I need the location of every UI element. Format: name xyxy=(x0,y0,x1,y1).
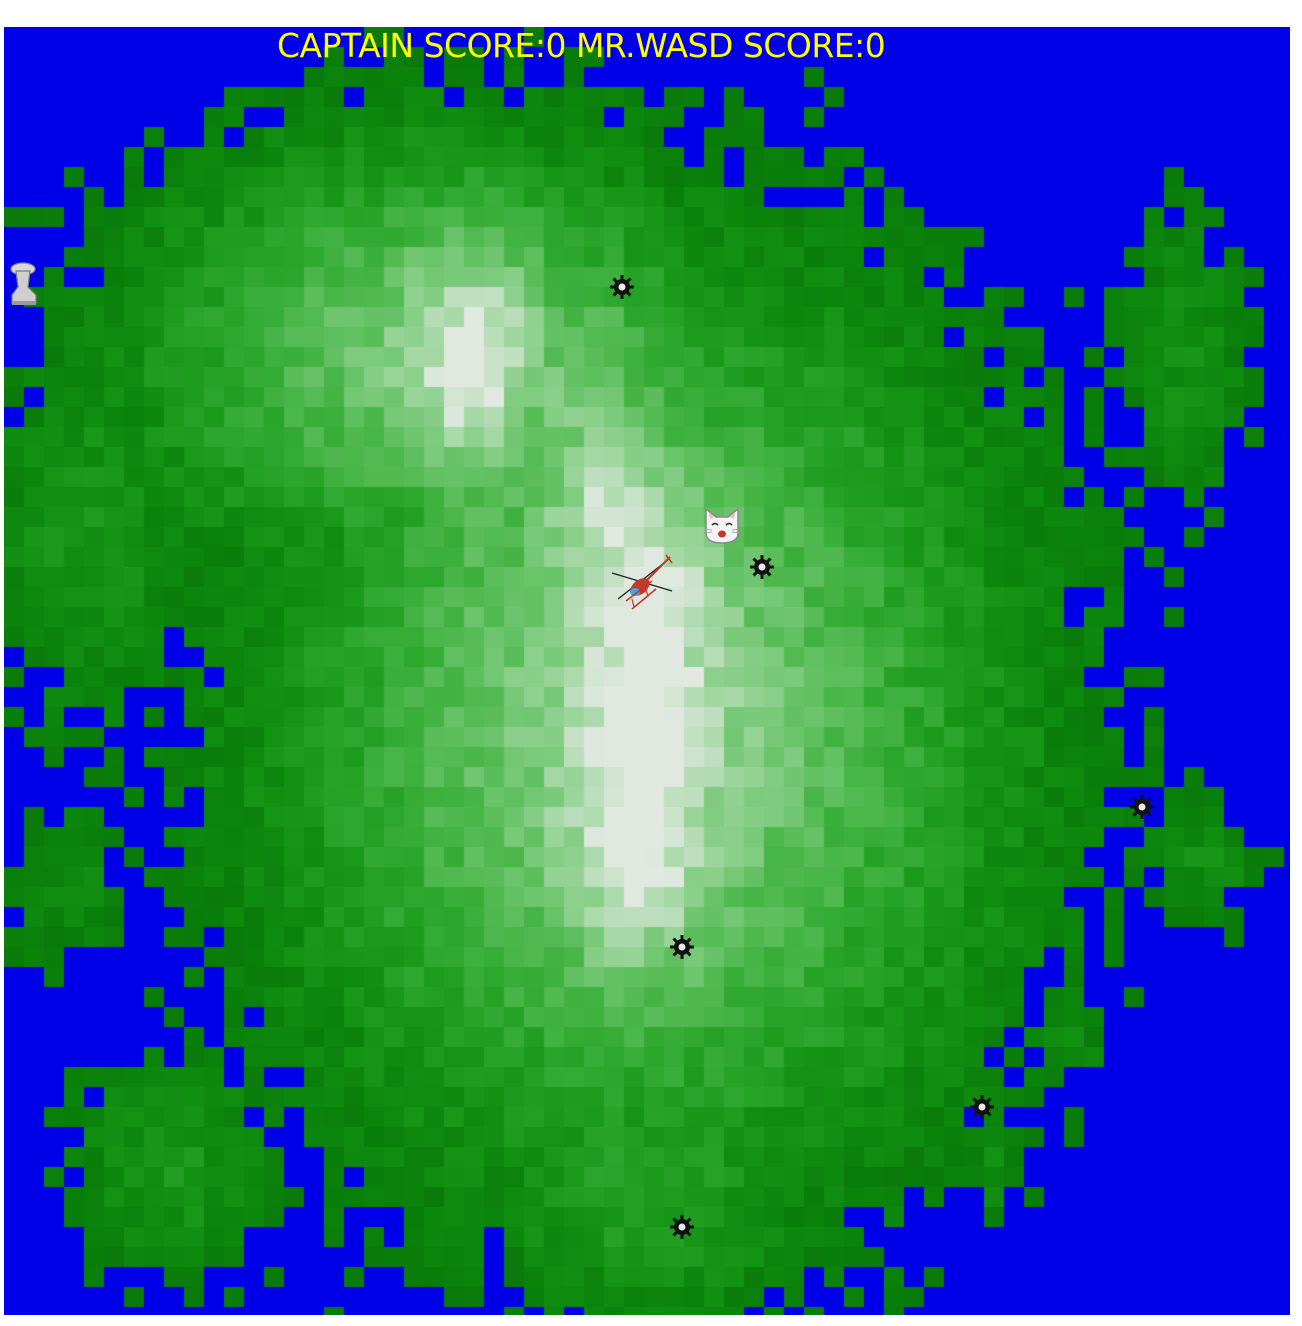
mine-icon xyxy=(970,1095,994,1119)
game-canvas[interactable]: CAPTAIN SCORE:0 MR.WASD SCORE:0 xyxy=(4,27,1290,1315)
boot-icon xyxy=(10,262,37,305)
mine-icon xyxy=(750,555,774,579)
mine-icon xyxy=(610,275,634,299)
mine-icon xyxy=(670,935,694,959)
helicopter-icon xyxy=(611,554,673,610)
mine-icon xyxy=(1130,795,1154,819)
cat-face-icon xyxy=(703,507,741,544)
mine-icon xyxy=(670,1215,694,1239)
terrain-map xyxy=(4,27,1290,1315)
